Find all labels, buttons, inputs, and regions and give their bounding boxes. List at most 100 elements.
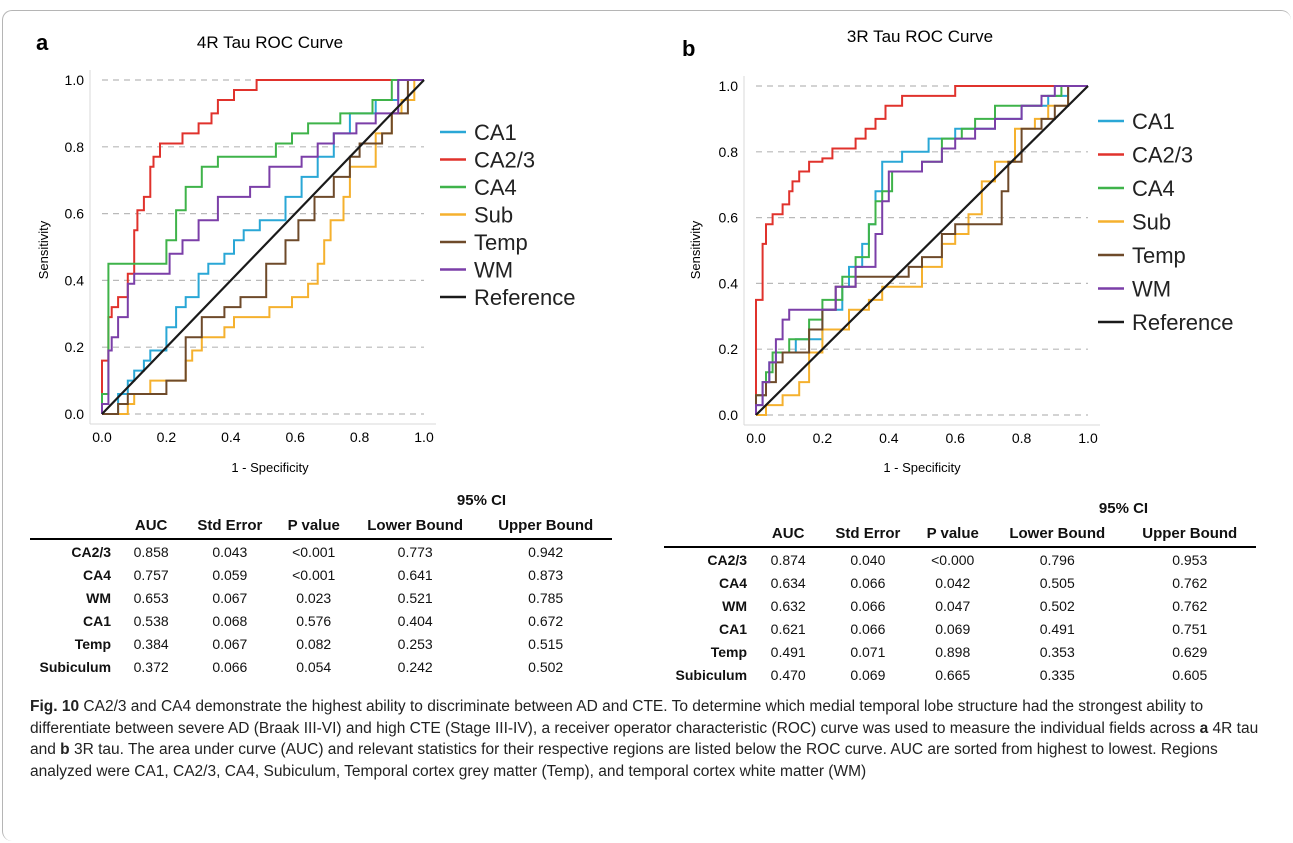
legend-label: CA1 xyxy=(1132,109,1175,134)
table-row: Subiculum 0.372 0.066 0.054 0.242 0.502 xyxy=(30,655,612,678)
table-cell: 0.059 xyxy=(212,566,248,583)
series-line-temp xyxy=(755,85,1088,415)
table-cell: <0.001 xyxy=(292,543,336,560)
y-tick-label: 0.0 xyxy=(65,406,85,422)
table-cell: 0.621 xyxy=(770,620,806,637)
table-cell: 0.054 xyxy=(296,658,332,675)
y-tick-label: 0.2 xyxy=(719,341,739,357)
y-tick-label: 0.0 xyxy=(719,407,739,423)
x-tick-label: 0.6 xyxy=(285,429,305,445)
table-cell: 0.042 xyxy=(935,574,971,591)
table-cell: 0.762 xyxy=(1172,574,1208,591)
table-cell: 0.521 xyxy=(397,589,433,606)
legend-label: CA4 xyxy=(1132,176,1175,201)
x-tick-label: 0.2 xyxy=(157,429,177,445)
series-line-ca4 xyxy=(101,79,424,414)
table-cell: 0.751 xyxy=(1172,620,1208,637)
table-cell: 0.040 xyxy=(850,551,886,568)
table-cell: 0.066 xyxy=(850,574,886,591)
row-region: Subiculum xyxy=(675,666,748,683)
y-tick-label: 0.8 xyxy=(719,144,739,160)
series-line-reference xyxy=(755,85,1089,416)
col-header: P value xyxy=(276,512,351,540)
legend-label: Reference xyxy=(1132,310,1234,335)
legend-label: WM xyxy=(474,258,513,283)
axes xyxy=(743,76,1100,426)
y-tick-label: 1.0 xyxy=(719,78,739,94)
table-cell: 0.629 xyxy=(1172,643,1208,660)
series-group xyxy=(755,85,1089,416)
row-region: CA4 xyxy=(83,566,112,583)
table-cell: 0.898 xyxy=(935,643,971,660)
table-row: Subiculum 0.470 0.069 0.665 0.335 0.605 xyxy=(664,663,1256,686)
col-header: Upper Bound xyxy=(479,512,612,540)
table-cell: 0.665 xyxy=(935,666,971,683)
table-cell: 0.505 xyxy=(1039,574,1075,591)
table-row: CA1 0.621 0.066 0.069 0.491 0.751 xyxy=(664,617,1256,640)
series-line-temp xyxy=(102,79,424,415)
row-region: WM xyxy=(86,589,112,606)
row-region: CA2/3 xyxy=(707,551,748,568)
table-cell: 0.404 xyxy=(397,612,433,629)
legend-label: Sub xyxy=(1132,210,1171,235)
col-header: Upper Bound xyxy=(1123,520,1256,548)
x-tick-label: 1.0 xyxy=(414,429,434,445)
y-axis-label: Sensitivity xyxy=(36,220,51,279)
x-tick-label: 0.4 xyxy=(221,429,241,445)
table-row: Temp 0.384 0.067 0.082 0.253 0.515 xyxy=(30,632,612,655)
table-cell: 0.502 xyxy=(1039,597,1075,614)
caption-text: 4R tau and xyxy=(30,719,1259,759)
y-tick-label: 1.0 xyxy=(65,72,85,88)
y-tick-label: 0.8 xyxy=(65,139,85,155)
stats-table-3r: 95% CI AUC Std Error P value Lower Bound… xyxy=(664,496,1256,686)
x-tick-label: 0.4 xyxy=(879,430,899,446)
table-cell: 0.942 xyxy=(528,543,564,560)
table-cell: 0.335 xyxy=(1039,666,1075,683)
x-tick-label: 0.0 xyxy=(746,430,766,446)
table-cell: 0.253 xyxy=(397,635,433,652)
x-tick-label: 1.0 xyxy=(1078,430,1098,446)
series-line-wm xyxy=(101,79,424,414)
table-row: CA4 0.634 0.066 0.042 0.505 0.762 xyxy=(664,571,1256,594)
row-region: CA1 xyxy=(83,612,112,629)
col-header: Std Error xyxy=(183,512,277,540)
table-cell: 0.502 xyxy=(528,658,564,675)
table-cell: 0.653 xyxy=(133,589,169,606)
row-region: Subiculum xyxy=(39,658,112,675)
table-cell: 0.071 xyxy=(850,643,886,660)
table-cell: 0.953 xyxy=(1172,551,1208,568)
table-cell: 0.384 xyxy=(133,635,169,652)
y-tick-label: 0.2 xyxy=(65,339,85,355)
table-cell: 0.069 xyxy=(850,666,886,683)
x-tick-label: 0.8 xyxy=(1012,430,1032,446)
col-header: P value xyxy=(914,520,992,548)
series-line-reference xyxy=(101,79,425,415)
table-cell: 0.634 xyxy=(770,574,806,591)
figure-label: Fig. 10 xyxy=(30,698,80,715)
table-cell: 0.605 xyxy=(1172,666,1208,683)
col-header: AUC xyxy=(119,512,184,540)
table-cell: 0.858 xyxy=(133,543,169,560)
table-cell: 0.069 xyxy=(935,620,971,637)
roc-chart-4r: a 4R Tau ROC Curve 0.00.20.40.60.81.00.0… xyxy=(36,30,576,475)
table-cell: <0.001 xyxy=(292,566,336,583)
series-line-ca2-3 xyxy=(101,79,424,414)
row-region: WM xyxy=(722,597,748,614)
table-cell: 0.796 xyxy=(1039,551,1075,568)
series-line-wm xyxy=(755,85,1088,415)
y-tick-label: 0.6 xyxy=(65,206,85,222)
table-cell: 0.491 xyxy=(1039,620,1075,637)
table-cell: 0.067 xyxy=(212,589,248,606)
table-cell: 0.082 xyxy=(296,635,332,652)
legend-label: Reference xyxy=(474,285,576,310)
table-cell: 0.632 xyxy=(770,597,806,614)
legend-label: CA2/3 xyxy=(474,148,535,173)
figure-frame xyxy=(2,10,1291,841)
table-cell: 0.873 xyxy=(528,566,564,583)
stats-table-4r: 95% CI AUC Std Error P value Lower Bound… xyxy=(30,488,612,678)
row-region: Temp xyxy=(710,643,748,660)
row-region: CA1 xyxy=(719,620,748,637)
x-tick-label: 0.8 xyxy=(350,429,370,445)
